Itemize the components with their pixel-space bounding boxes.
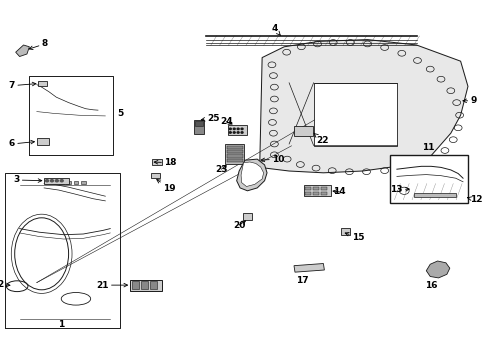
- Bar: [132, 281, 139, 289]
- Bar: [66, 181, 71, 184]
- Text: 7: 7: [9, 81, 36, 90]
- Text: 2: 2: [0, 280, 10, 289]
- Circle shape: [229, 132, 231, 133]
- Text: 15: 15: [345, 233, 365, 242]
- Bar: [194, 120, 204, 134]
- Bar: [81, 181, 86, 184]
- Circle shape: [60, 180, 63, 182]
- Text: 6: 6: [9, 139, 34, 148]
- Circle shape: [50, 180, 53, 182]
- Bar: [228, 125, 247, 135]
- Bar: [390, 155, 468, 203]
- Bar: [314, 83, 397, 146]
- Bar: [74, 181, 78, 184]
- Bar: [38, 81, 47, 86]
- Bar: [141, 281, 148, 289]
- Bar: [59, 181, 64, 184]
- Circle shape: [237, 128, 239, 130]
- Bar: [225, 144, 244, 164]
- Bar: [414, 193, 456, 197]
- Circle shape: [229, 128, 231, 130]
- Text: 14: 14: [333, 187, 346, 197]
- Bar: [305, 192, 311, 195]
- Bar: [150, 281, 157, 289]
- Polygon shape: [260, 40, 468, 173]
- Text: 10: 10: [261, 154, 284, 163]
- Circle shape: [46, 180, 49, 182]
- Circle shape: [233, 132, 235, 133]
- Bar: [227, 146, 243, 149]
- Bar: [152, 159, 162, 165]
- Text: 3: 3: [13, 175, 42, 184]
- Bar: [321, 187, 327, 190]
- Circle shape: [55, 180, 58, 182]
- Bar: [37, 138, 49, 145]
- Bar: [227, 154, 243, 158]
- Text: 9: 9: [463, 96, 477, 105]
- Text: 5: 5: [118, 109, 124, 118]
- Polygon shape: [16, 45, 29, 57]
- Bar: [341, 228, 350, 235]
- Text: 11: 11: [422, 143, 435, 152]
- Bar: [151, 173, 160, 178]
- Text: 1: 1: [58, 320, 64, 329]
- Text: 4: 4: [271, 24, 280, 35]
- Text: 13: 13: [390, 185, 409, 194]
- Text: 18: 18: [154, 158, 177, 167]
- Bar: [243, 213, 252, 220]
- Bar: [321, 192, 327, 195]
- Text: 12: 12: [467, 195, 483, 204]
- Bar: [294, 126, 313, 136]
- Polygon shape: [237, 159, 267, 191]
- Text: 19: 19: [157, 180, 176, 193]
- Polygon shape: [294, 264, 324, 272]
- Circle shape: [233, 128, 235, 130]
- Polygon shape: [241, 162, 264, 186]
- Text: 25: 25: [201, 113, 220, 122]
- Text: 21: 21: [96, 281, 127, 289]
- Bar: [227, 159, 243, 162]
- Bar: [305, 187, 311, 190]
- Polygon shape: [426, 261, 450, 278]
- Text: 17: 17: [296, 276, 309, 285]
- Circle shape: [241, 132, 243, 133]
- Text: 20: 20: [233, 220, 245, 230]
- Bar: [195, 121, 203, 126]
- Bar: [304, 185, 331, 196]
- Bar: [313, 187, 319, 190]
- Text: 24: 24: [220, 117, 233, 126]
- Bar: [44, 178, 69, 184]
- Circle shape: [241, 128, 243, 130]
- Circle shape: [237, 132, 239, 133]
- Text: 22: 22: [314, 133, 329, 145]
- Bar: [313, 192, 319, 195]
- Text: 8: 8: [29, 40, 48, 50]
- Text: 16: 16: [425, 281, 438, 290]
- Bar: [130, 280, 162, 291]
- Bar: [227, 150, 243, 153]
- Text: 23: 23: [215, 165, 228, 174]
